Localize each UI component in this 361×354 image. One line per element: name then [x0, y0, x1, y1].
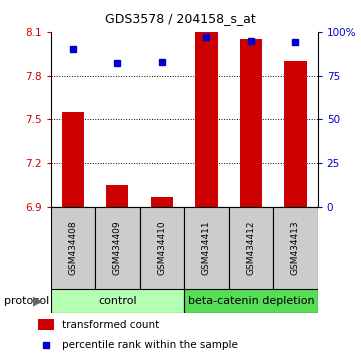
Bar [51, 207, 95, 289]
Text: transformed count: transformed count [62, 320, 160, 330]
Bar [140, 207, 184, 289]
Text: beta-catenin depletion: beta-catenin depletion [188, 296, 314, 306]
Text: GSM434413: GSM434413 [291, 221, 300, 275]
Bar [184, 207, 229, 289]
Text: GSM434412: GSM434412 [247, 221, 255, 275]
Bar [273, 207, 318, 289]
Text: control: control [98, 296, 136, 306]
Bar [240, 39, 262, 207]
Bar [184, 289, 318, 313]
Text: GSM434409: GSM434409 [113, 221, 122, 275]
Text: protocol: protocol [4, 296, 49, 306]
Text: GSM434411: GSM434411 [202, 221, 211, 275]
Bar [62, 112, 84, 207]
Bar [38, 319, 54, 330]
Text: GDS3578 / 204158_s_at: GDS3578 / 204158_s_at [105, 12, 256, 25]
Bar [195, 32, 217, 207]
Bar [284, 61, 306, 207]
Text: ▶: ▶ [33, 295, 43, 307]
Bar [51, 289, 184, 313]
Bar [151, 197, 173, 207]
Text: percentile rank within the sample: percentile rank within the sample [62, 340, 238, 350]
Bar [106, 185, 129, 207]
Bar [95, 207, 140, 289]
Text: GSM434408: GSM434408 [68, 221, 77, 275]
Text: GSM434410: GSM434410 [157, 221, 166, 275]
Bar [229, 207, 273, 289]
